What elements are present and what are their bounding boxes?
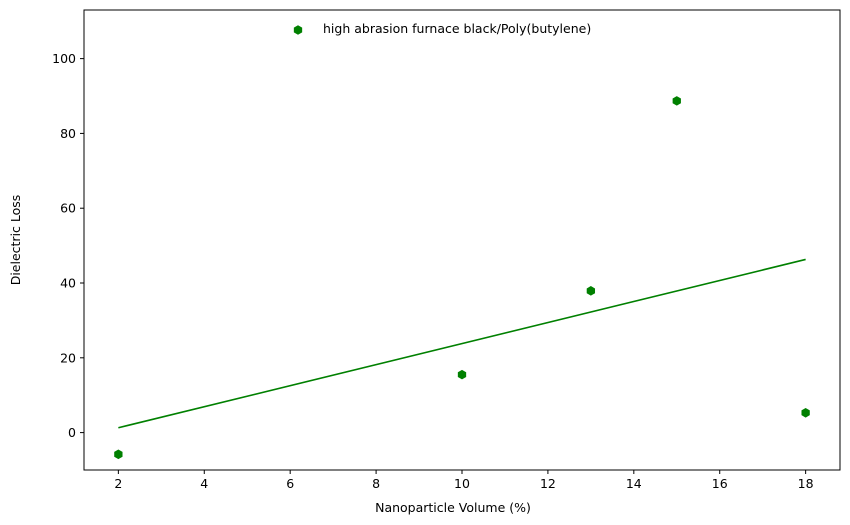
x-tick-label: 10 <box>454 476 470 491</box>
data-point <box>457 369 467 380</box>
y-axis: 0 20 40 60 80 100 <box>52 51 84 440</box>
data-point <box>114 449 123 460</box>
x-tick-label: 2 <box>114 476 122 491</box>
y-tick-label: 40 <box>60 276 76 291</box>
plot-area <box>83 9 841 471</box>
trendline-group <box>118 258 806 429</box>
data-point <box>586 286 596 296</box>
y-tick-label: 20 <box>60 350 76 365</box>
x-tick-label: 4 <box>200 476 208 491</box>
trendline <box>118 258 806 429</box>
y-tick-label: 80 <box>60 126 76 141</box>
x-axis-title: Nanoparticle Volume (%) <box>375 500 531 515</box>
data-point <box>672 96 681 106</box>
x-tick-label: 16 <box>712 476 728 491</box>
data-point <box>801 407 810 418</box>
y-tick-label: 100 <box>52 51 76 66</box>
x-tick-label: 12 <box>540 476 556 491</box>
x-tick-label: 8 <box>372 476 380 491</box>
legend-marker-hexagon-icon <box>293 25 303 35</box>
x-tick-label: 18 <box>798 476 814 491</box>
x-axis: 2 4 6 8 10 12 14 16 18 <box>114 470 814 491</box>
y-tick-label: 60 <box>60 201 76 216</box>
x-tick-label: 6 <box>286 476 294 491</box>
data-points <box>114 96 810 460</box>
x-tick-label: 14 <box>626 476 642 491</box>
legend-label: high abrasion furnace black/Poly(butylen… <box>323 21 591 36</box>
y-tick-label: 0 <box>68 425 76 440</box>
y-axis-title: Dielectric Loss <box>8 195 23 286</box>
legend: high abrasion furnace black/Poly(butylen… <box>293 21 591 36</box>
